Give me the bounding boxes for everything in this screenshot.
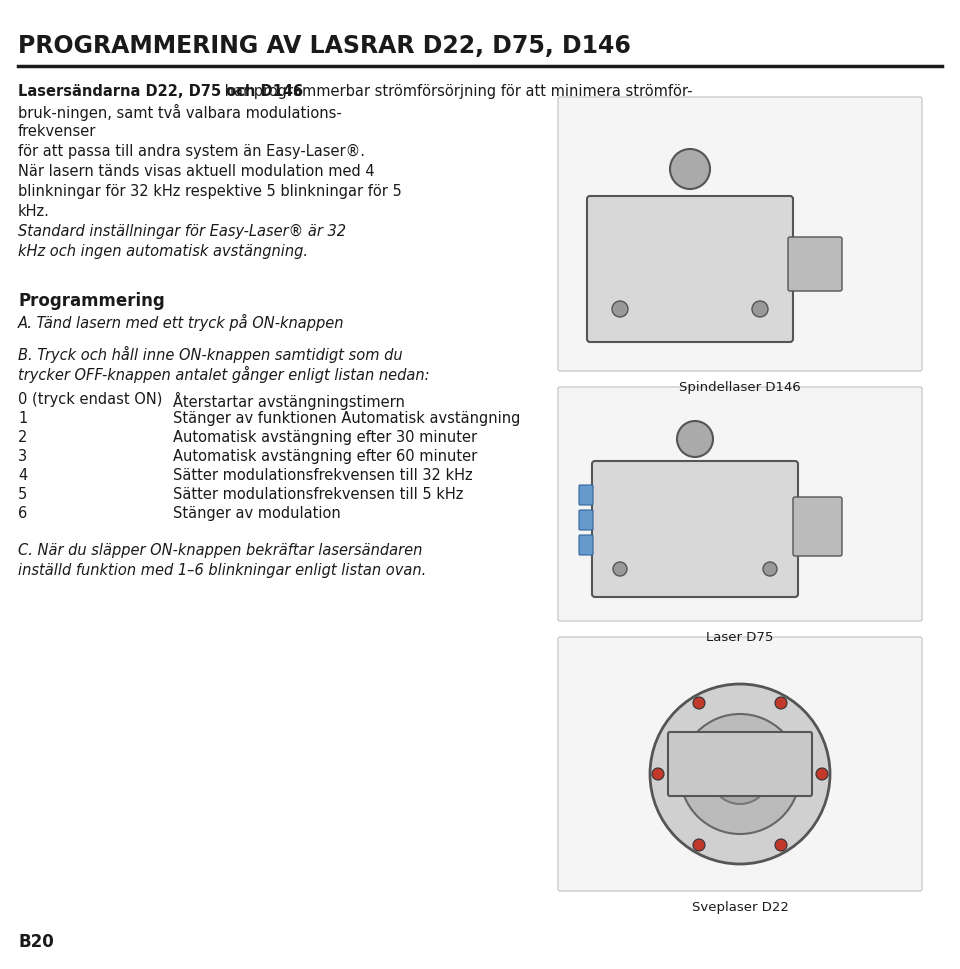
Text: Stänger av funktionen Automatisk avstängning: Stänger av funktionen Automatisk avstäng… — [173, 411, 520, 426]
FancyBboxPatch shape — [579, 535, 593, 555]
Circle shape — [710, 744, 770, 804]
Text: kHz.: kHz. — [18, 204, 50, 219]
Text: 3: 3 — [18, 449, 27, 464]
Circle shape — [693, 697, 705, 709]
Text: Programmering: Programmering — [18, 292, 165, 310]
Text: B. Tryck och håll inne ON-knappen samtidigt som du: B. Tryck och håll inne ON-knappen samtid… — [18, 346, 402, 363]
Circle shape — [752, 301, 768, 317]
FancyBboxPatch shape — [558, 387, 922, 621]
Text: Sveplaser D22: Sveplaser D22 — [691, 901, 788, 914]
Text: C. När du släpper ON-knappen bekräftar lasersändaren: C. När du släpper ON-knappen bekräftar l… — [18, 543, 422, 558]
Circle shape — [775, 839, 787, 851]
Text: 1: 1 — [18, 411, 27, 426]
Text: 4: 4 — [18, 468, 27, 483]
Circle shape — [670, 149, 710, 189]
Text: bruk-ningen, samt två valbara modulations-: bruk-ningen, samt två valbara modulation… — [18, 104, 342, 121]
FancyBboxPatch shape — [788, 237, 842, 291]
Text: Sätter modulationsfrekvensen till 32 kHz: Sätter modulationsfrekvensen till 32 kHz — [173, 468, 472, 483]
Circle shape — [816, 768, 828, 780]
Text: för att passa till andra system än Easy-Laser®.: för att passa till andra system än Easy-… — [18, 144, 365, 159]
Text: 2: 2 — [18, 430, 28, 445]
Text: PROGRAMMERING AV LASRAR D22, D75, D146: PROGRAMMERING AV LASRAR D22, D75, D146 — [18, 34, 631, 58]
FancyBboxPatch shape — [579, 485, 593, 505]
Text: B20: B20 — [18, 933, 54, 951]
Circle shape — [650, 684, 830, 864]
FancyBboxPatch shape — [668, 732, 812, 796]
Text: Automatisk avstängning efter 30 minuter: Automatisk avstängning efter 30 minuter — [173, 430, 477, 445]
Text: trycker OFF-knappen antalet gånger enligt listan nedan:: trycker OFF-knappen antalet gånger enlig… — [18, 366, 429, 383]
FancyBboxPatch shape — [592, 461, 798, 597]
Circle shape — [680, 714, 800, 834]
Text: När lasern tänds visas aktuell modulation med 4: När lasern tänds visas aktuell modulatio… — [18, 164, 374, 179]
Text: blinkningar för 32 kHz respektive 5 blinkningar för 5: blinkningar för 32 kHz respektive 5 blin… — [18, 184, 401, 199]
FancyBboxPatch shape — [558, 97, 922, 371]
Text: Lasersändarna D22, D75 och D146: Lasersändarna D22, D75 och D146 — [18, 84, 303, 99]
Text: Stänger av modulation: Stänger av modulation — [173, 506, 341, 521]
Text: Sätter modulationsfrekvensen till 5 kHz: Sätter modulationsfrekvensen till 5 kHz — [173, 487, 464, 502]
Circle shape — [612, 301, 628, 317]
Text: inställd funktion med 1–6 blinkningar enligt listan ovan.: inställd funktion med 1–6 blinkningar en… — [18, 563, 426, 578]
Circle shape — [693, 839, 705, 851]
Text: Standard inställningar för Easy-Laser® är 32: Standard inställningar för Easy-Laser® ä… — [18, 224, 346, 239]
Text: 5: 5 — [18, 487, 27, 502]
Text: Laser D75: Laser D75 — [707, 631, 774, 644]
Text: har programmerbar strömförsörjning för att minimera strömför-: har programmerbar strömförsörjning för a… — [220, 84, 692, 99]
Text: Spindellaser D146: Spindellaser D146 — [679, 381, 801, 394]
Text: 0 (tryck endast ON): 0 (tryck endast ON) — [18, 392, 162, 407]
Circle shape — [613, 562, 627, 576]
Text: frekvenser: frekvenser — [18, 124, 96, 139]
Circle shape — [652, 768, 664, 780]
Circle shape — [775, 697, 787, 709]
Text: Återstartar avstängningstimern: Återstartar avstängningstimern — [173, 392, 405, 410]
Text: 6: 6 — [18, 506, 27, 521]
FancyBboxPatch shape — [793, 497, 842, 556]
Text: Automatisk avstängning efter 60 minuter: Automatisk avstängning efter 60 minuter — [173, 449, 477, 464]
Circle shape — [763, 562, 777, 576]
Text: kHz och ingen automatisk avstängning.: kHz och ingen automatisk avstängning. — [18, 244, 308, 259]
FancyBboxPatch shape — [579, 510, 593, 530]
Circle shape — [677, 421, 713, 457]
Text: A. Tänd lasern med ett tryck på ON-knappen: A. Tänd lasern med ett tryck på ON-knapp… — [18, 314, 345, 331]
FancyBboxPatch shape — [587, 196, 793, 342]
FancyBboxPatch shape — [558, 637, 922, 891]
